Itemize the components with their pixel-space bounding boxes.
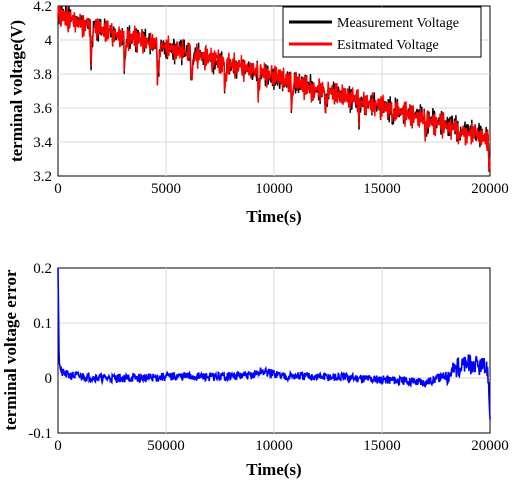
voltage-x-ticks: 0 5000 10000 15000 20000 <box>54 181 509 197</box>
voltage-series <box>57 5 491 173</box>
error-x-tick-label: 10000 <box>255 438 293 454</box>
error-y-tick-label: 0.1 <box>33 316 52 332</box>
error-y-ticks: -0.1 0 0.1 0.2 <box>28 261 52 442</box>
error-x-tick-label: 50000 <box>147 438 185 454</box>
voltage-y-tick-label: 3.2 <box>33 169 52 185</box>
voltage-y-ticks: 3.2 3.4 3.6 3.8 4 4.2 <box>33 0 52 185</box>
error-x-tick-label: 15000 <box>363 438 401 454</box>
voltage-y-tick-label: 3.4 <box>33 135 52 151</box>
error-series <box>57 267 491 420</box>
voltage-x-tick-label: 10000 <box>255 181 293 197</box>
voltage-x-tick-label: 15000 <box>363 181 401 197</box>
legend-label-measurement: Measurement Voltage <box>337 16 459 31</box>
voltage-x-tick-label: 5000 <box>151 181 181 197</box>
legend-label-estimated: Esitmated Voltage <box>337 38 439 53</box>
error-y-tick-label: 0 <box>45 371 53 387</box>
voltage-chart: 0 5000 10000 15000 20000 3.2 3.4 3.6 3.8 4 4.2 Ti… <box>7 0 509 226</box>
error-x-ticks: 0 50000 10000 15000 20000 <box>54 438 509 454</box>
voltage-y-tick-label: 3.6 <box>33 101 52 117</box>
error-x-tick-label: 0 <box>54 438 62 454</box>
estimated-voltage-line <box>57 5 491 173</box>
error-grid <box>58 268 490 433</box>
legend: Measurement Voltage Esitmated Voltage <box>282 6 482 58</box>
voltage-y-tick-label: 3.8 <box>33 67 52 83</box>
error-x-tick-label: 20000 <box>471 438 509 454</box>
voltage-x-tick-label: 0 <box>54 181 62 197</box>
error-y-tick-label: -0.1 <box>28 426 52 442</box>
voltage-x-axis-label: Time(s) <box>246 207 301 226</box>
voltage-y-axis-label: terminal voltage(V) <box>7 20 26 162</box>
error-y-axis-label: terminal voltage error <box>1 269 20 431</box>
voltage-y-tick-label: 4 <box>45 33 53 49</box>
error-chart: 0 50000 10000 15000 20000 -0.100.10.2 Time(s… <box>1 261 509 479</box>
legend-box <box>282 6 482 58</box>
error-y-tick-label: 0.2 <box>33 261 52 277</box>
voltage-error-line <box>57 267 491 420</box>
voltage-x-tick-label: 20000 <box>471 181 509 197</box>
error-x-axis-label: Time(s) <box>246 460 301 479</box>
voltage-y-tick-label: 4.2 <box>33 0 52 15</box>
